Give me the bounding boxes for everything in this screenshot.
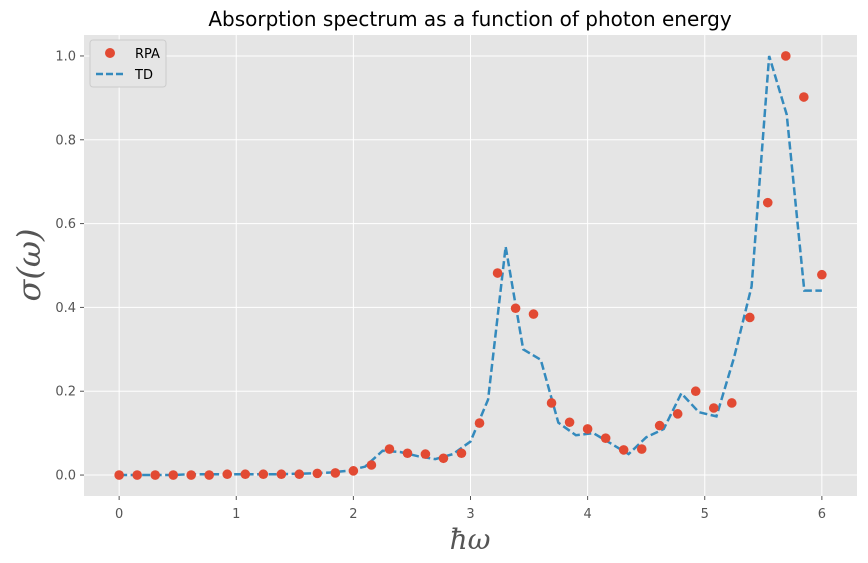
rpa-point <box>384 444 395 454</box>
rpa-point <box>600 433 611 443</box>
x-tick-label: 4 <box>583 507 591 522</box>
rpa-point <box>492 268 503 278</box>
rpa-point <box>222 469 233 480</box>
rpa-point <box>366 460 377 470</box>
rpa-point <box>546 398 557 408</box>
rpa-point <box>654 420 665 431</box>
rpa-point <box>727 398 737 408</box>
y-tick-label: 0.6 <box>55 217 76 232</box>
rpa-point <box>708 403 719 413</box>
rpa-point <box>186 470 196 480</box>
rpa-point <box>690 386 701 397</box>
rpa-point <box>312 468 323 479</box>
rpa-point <box>168 470 179 480</box>
rpa-point <box>132 470 142 480</box>
rpa-point <box>762 197 773 208</box>
rpa-point <box>294 469 305 480</box>
x-tick-label: 1 <box>232 507 240 522</box>
rpa-point <box>528 309 539 319</box>
y-tick-label: 0.4 <box>55 301 76 316</box>
x-axis-label: ħω <box>450 523 491 556</box>
rpa-point <box>204 470 214 480</box>
x-tick-label: 5 <box>701 507 709 522</box>
rpa-point <box>799 92 809 102</box>
rpa-point <box>258 469 269 480</box>
rpa-point <box>780 51 791 61</box>
x-tick-label: 0 <box>115 507 123 522</box>
rpa-point <box>510 303 521 314</box>
rpa-point <box>456 448 467 459</box>
rpa-point <box>114 470 124 480</box>
legend: RPA TD <box>89 39 167 88</box>
y-tick-label: 0.8 <box>55 133 76 148</box>
rpa-point <box>330 468 341 478</box>
legend-marker-rpa <box>105 48 115 58</box>
rpa-point <box>564 417 575 428</box>
x-tick-label: 2 <box>349 507 357 522</box>
legend-label-td: TD <box>134 68 153 83</box>
rpa-point <box>474 418 485 428</box>
rpa-point <box>582 424 593 434</box>
rpa-point <box>402 448 413 459</box>
y-tick-label: 0.0 <box>55 469 76 484</box>
y-axis-label: σ(ω) <box>10 229 48 302</box>
series <box>114 51 827 480</box>
rpa-point <box>618 445 629 455</box>
y-tick-label: 0.2 <box>55 385 76 400</box>
rpa-point <box>240 469 251 480</box>
series-line-td <box>119 55 822 477</box>
rpa-point <box>817 269 827 280</box>
ticks: 0 1 2 3 4 5 6 0.0 0.2 0.4 0.6 0.8 1.0 <box>55 49 826 522</box>
rpa-point <box>348 466 359 476</box>
rpa-point <box>745 312 755 323</box>
rpa-point <box>276 469 287 480</box>
rpa-point <box>672 409 683 419</box>
rpa-point <box>636 444 647 454</box>
rpa-point <box>420 449 431 459</box>
y-tick-label: 1.0 <box>55 49 76 64</box>
rpa-point <box>438 453 449 464</box>
legend-label-rpa: RPA <box>135 47 160 62</box>
rpa-point <box>150 470 161 480</box>
chart-title: Absorption spectrum as a function of pho… <box>208 7 732 31</box>
x-tick-label: 6 <box>818 507 826 522</box>
x-tick-label: 3 <box>466 507 474 522</box>
